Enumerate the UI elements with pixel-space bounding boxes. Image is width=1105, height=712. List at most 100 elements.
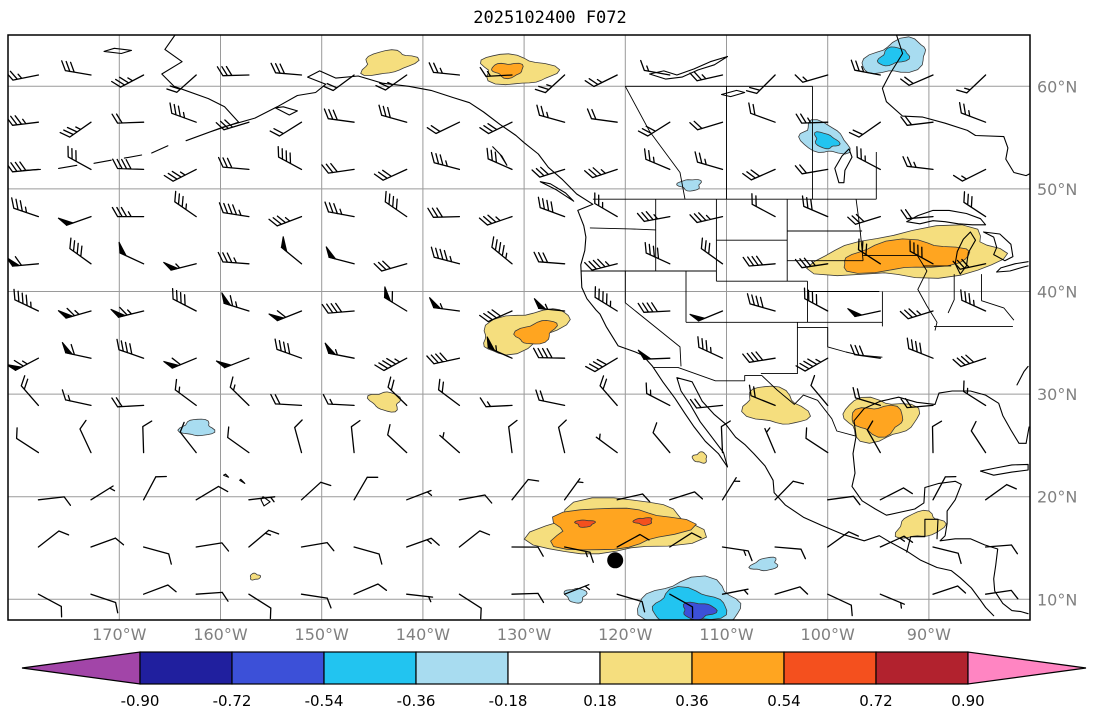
colorbar-segment [415,651,509,685]
wind-barb [65,307,92,319]
wind-barb [563,584,591,595]
wind-barb [742,168,776,181]
wind-barb [15,427,40,454]
colorbar [21,651,1087,685]
coastline-path [1025,426,1030,444]
wind-barb [117,306,145,318]
anomaly-region [632,517,653,526]
anomaly-region [748,556,779,572]
lat-tick-label: 20°N [1037,488,1077,507]
lon-tick-label: 160°W [193,625,248,644]
border-path [653,366,857,437]
coastline-path [161,35,995,617]
wind-barb [61,389,92,407]
anomaly-region [574,519,596,528]
lon-tick-label: 120°W [598,625,653,644]
colorbar-below-arrow [21,651,141,685]
anomaly-region [513,319,558,345]
wind-barb [426,121,461,135]
wind-barb [479,309,513,323]
wind-barb [669,593,694,619]
lon-tick-label: 90°W [907,625,951,644]
wind-barb [900,74,934,86]
wind-barb [932,546,962,565]
wind-barb [111,397,145,408]
wind-barb [179,421,197,454]
wind-barb [795,357,829,372]
wind-barb [508,419,518,454]
colorbar-tick-labels: -0.90 -0.72 -0.54 -0.36 -0.18 0.18 0.36 0.54 0.7… [121,692,985,710]
wind-barb [857,238,881,265]
wind-barb [827,495,861,506]
coastline-path [239,478,246,484]
wind-barb [350,419,361,454]
wind-barb [479,121,513,135]
wind-barb [142,546,172,565]
wind-barb [794,164,829,175]
wind-barb [586,108,618,123]
wind-barb [170,263,197,271]
wind-barb [742,351,776,363]
wind-barb [277,145,303,171]
anomaly-region [177,418,216,437]
wind-barb [810,374,829,407]
wind-barb [300,541,335,552]
wind-barb [90,485,116,501]
wind-barb [13,357,40,371]
wind-barb [387,423,408,454]
anomaly-shading [177,36,1009,620]
colorbar-tick-label: 0.18 [583,692,616,710]
colorbar-tick-label: 0.90 [951,692,984,710]
wind-barb [636,211,671,223]
wind-barb [827,593,853,617]
wind-barb [645,382,671,407]
wind-barb [67,145,92,171]
wind-barb [931,420,943,454]
wind-barb [644,241,671,265]
wind-barb [557,419,567,454]
wind-barb [478,214,513,226]
coastline-path [996,261,1029,273]
wind-barb [59,121,92,138]
colorbar-segment [323,651,417,685]
colorbar-segment [691,651,785,685]
colorbar-tick-label: -0.36 [397,692,436,710]
wind-barb [637,121,671,137]
wind-barb [65,215,92,226]
wind-barb [430,246,461,265]
wind-barb [963,191,987,218]
wind-barb [486,147,513,171]
anomaly-region [851,404,904,438]
colorbar-tick-label: -0.54 [305,692,344,710]
state-borders [580,85,1015,437]
wind-barb [406,593,434,603]
wind-barb [852,386,881,407]
coastline-path [123,154,143,159]
wind-barb [879,487,913,501]
wind-barb [79,419,92,454]
wind-barb [900,209,934,220]
wind-barb [721,477,741,501]
wind-barb [270,62,303,76]
wind-barb [406,537,440,548]
wind-barb [353,546,383,565]
wind-barb [223,295,250,312]
wind-barb [537,196,566,218]
wind-barb [720,420,731,454]
wind-barb [169,102,197,123]
wind-barb [321,302,355,314]
wind-barb [751,193,776,218]
wind-barb [174,378,197,407]
wind-barb [458,593,482,620]
wind-barb [248,529,280,548]
lat-tick-label: 60°N [1037,77,1077,96]
wind-barb [774,546,807,560]
wind-barb [637,302,671,313]
colorbar-tick-label: -0.72 [213,692,252,710]
wind-barb [535,389,566,407]
wind-barb [984,483,1017,501]
wind-barb [248,496,276,503]
wind-barb [879,593,905,609]
wind-barb [163,168,197,182]
